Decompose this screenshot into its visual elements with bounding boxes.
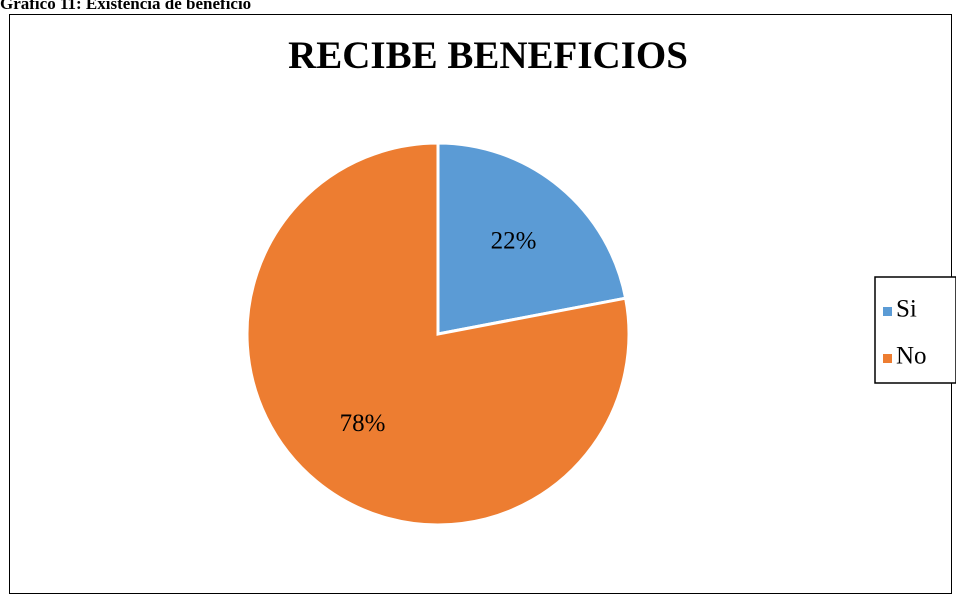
data-label-no: 78%: [340, 410, 386, 437]
pie-slice-si: [436, 141, 628, 336]
data-labels: 22% 78%: [340, 227, 537, 436]
data-label-si: 22%: [491, 227, 537, 254]
figure-caption: Gráfico 11: Existencia de beneficio: [0, 0, 252, 13]
pie-slice-no: [245, 141, 631, 527]
chart-title: RECIBE BENEFICIOS: [288, 34, 688, 77]
pie-slices: [245, 141, 631, 527]
legend-swatch-si: [883, 307, 892, 316]
pie-chart: RECIBE BENEFICIOS 22% 78% Si No: [245, 34, 956, 527]
legend-label-no: No: [896, 343, 927, 370]
legend: Si No: [874, 276, 956, 384]
legend-box: [874, 276, 956, 384]
legend-swatch-no: [883, 354, 892, 363]
legend-label-si: Si: [896, 296, 917, 323]
